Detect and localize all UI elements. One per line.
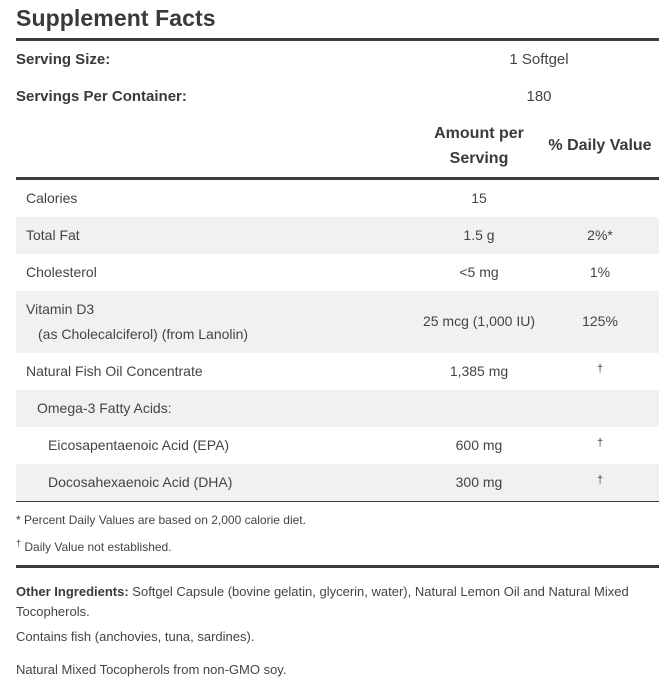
nutrient-name: Eicosapentaenoic Acid (EPA) (48, 437, 230, 453)
table-row: Cholesterol <5 mg 1% (16, 254, 659, 291)
table-row: Docosahexaenoic Acid (DHA) 300 mg † (16, 464, 659, 501)
daily-value-not-established-footnote: † Daily Value not established. (16, 538, 172, 554)
nutrient-name: Docosahexaenoic Acid (DHA) (48, 474, 233, 490)
nutrient-daily-value: † (596, 437, 604, 449)
dagger-mark: † (16, 538, 22, 548)
nutrient-source: (as Cholecalciferol) (from Lanolin) (38, 326, 249, 342)
other-ingredients-label: Other Ingredients: (16, 584, 129, 599)
servings-per-container-label: Servings Per Container: (16, 88, 187, 105)
other-ingredients: Other Ingredients: Softgel Capsule (bovi… (16, 582, 656, 622)
nutrient-amount: 1.5 g (463, 227, 495, 243)
nutrient-daily-value: † (596, 474, 604, 486)
nutrient-daily-value: 2%* (587, 227, 613, 243)
table-row: Calories 15 (16, 180, 659, 217)
table-row: Total Fat 1.5 g 2%* (16, 217, 659, 254)
table-bottom-divider (16, 501, 659, 502)
nutrient-daily-value: 1% (589, 264, 611, 280)
nutrient-daily-value: 125% (582, 313, 618, 329)
amount-per-serving-header: Amount per Serving (399, 121, 559, 171)
nutrient-name: Calories (26, 190, 78, 206)
tocopherols-note: Natural Mixed Tocopherols from non-GMO s… (16, 662, 287, 677)
daily-value-header: % Daily Value (548, 137, 652, 154)
supplement-facts-title: Supplement Facts (16, 5, 216, 31)
nutrient-amount: 15 (471, 190, 487, 206)
serving-size-value: 1 Softgel (509, 51, 569, 68)
title-divider (16, 38, 659, 41)
dagger-footnote-text: Daily Value not established. (21, 540, 172, 554)
nutrient-amount: 300 mg (455, 474, 503, 490)
nutrient-daily-value: † (596, 363, 604, 375)
nutrient-name: Total Fat (26, 227, 80, 243)
nutrient-name: Natural Fish Oil Concentrate (26, 363, 203, 379)
nutrient-amount: 600 mg (455, 437, 503, 453)
nutrient-name: Cholesterol (26, 264, 97, 280)
table-row: Vitamin D3 (as Cholecalciferol) (from La… (16, 291, 659, 353)
serving-size-label: Serving Size: (16, 51, 111, 68)
amount-header-line1: Amount per (434, 125, 524, 142)
nutrient-name: Omega-3 Fatty Acids: (37, 400, 172, 416)
footnote-divider (16, 565, 659, 568)
nutrient-amount: 25 mcg (1,000 IU) (422, 313, 536, 329)
table-row: Natural Fish Oil Concentrate 1,385 mg † (16, 353, 659, 390)
servings-per-container-value: 180 (526, 88, 552, 105)
nutrient-amount: <5 mg (459, 264, 499, 280)
allergen-statement: Contains fish (anchovies, tuna, sardines… (16, 629, 255, 644)
table-row: Omega-3 Fatty Acids: (16, 390, 659, 427)
header-divider (16, 177, 659, 180)
percent-daily-value-footnote: * Percent Daily Values are based on 2,00… (16, 513, 306, 527)
amount-header-line2: Serving (449, 150, 509, 167)
table-row: Eicosapentaenoic Acid (EPA) 600 mg † (16, 427, 659, 464)
nutrient-amount: 1,385 mg (449, 363, 509, 379)
nutrient-name: Vitamin D3 (26, 301, 95, 317)
other-ingredients-text: Softgel Capsule (bovine gelatin, glyceri… (16, 584, 629, 619)
